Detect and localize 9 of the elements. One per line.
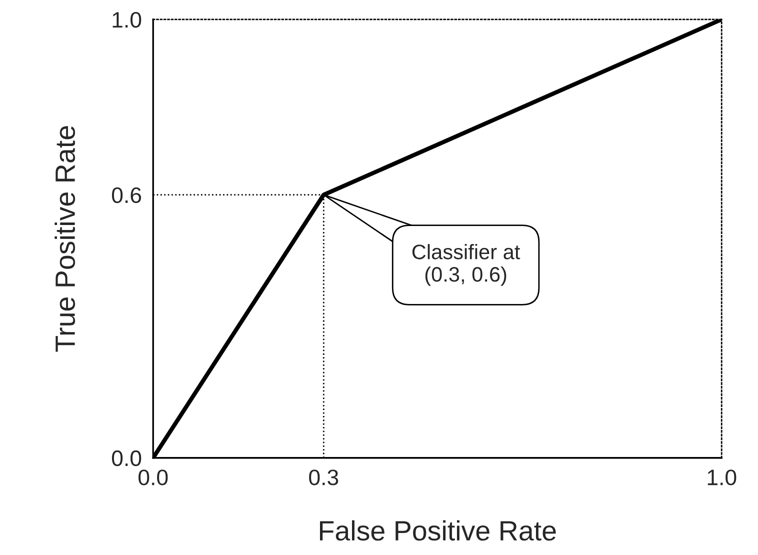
annotation: Classifier at (0.3, 0.6) [412, 244, 520, 286]
y-tick-label: 1.0 [112, 12, 142, 28]
x-tick-label: 0.3 [309, 470, 338, 486]
y-axis-title: True Positive Rate [54, 126, 76, 352]
x-tick-label: 0.0 [138, 470, 168, 486]
y-tick-label: 0.0 [112, 450, 142, 466]
x-tick-label: 1.0 [708, 470, 736, 486]
y-tick-label: 0.6 [112, 187, 142, 204]
x-axis-title: False Positive Rate [320, 520, 556, 541]
